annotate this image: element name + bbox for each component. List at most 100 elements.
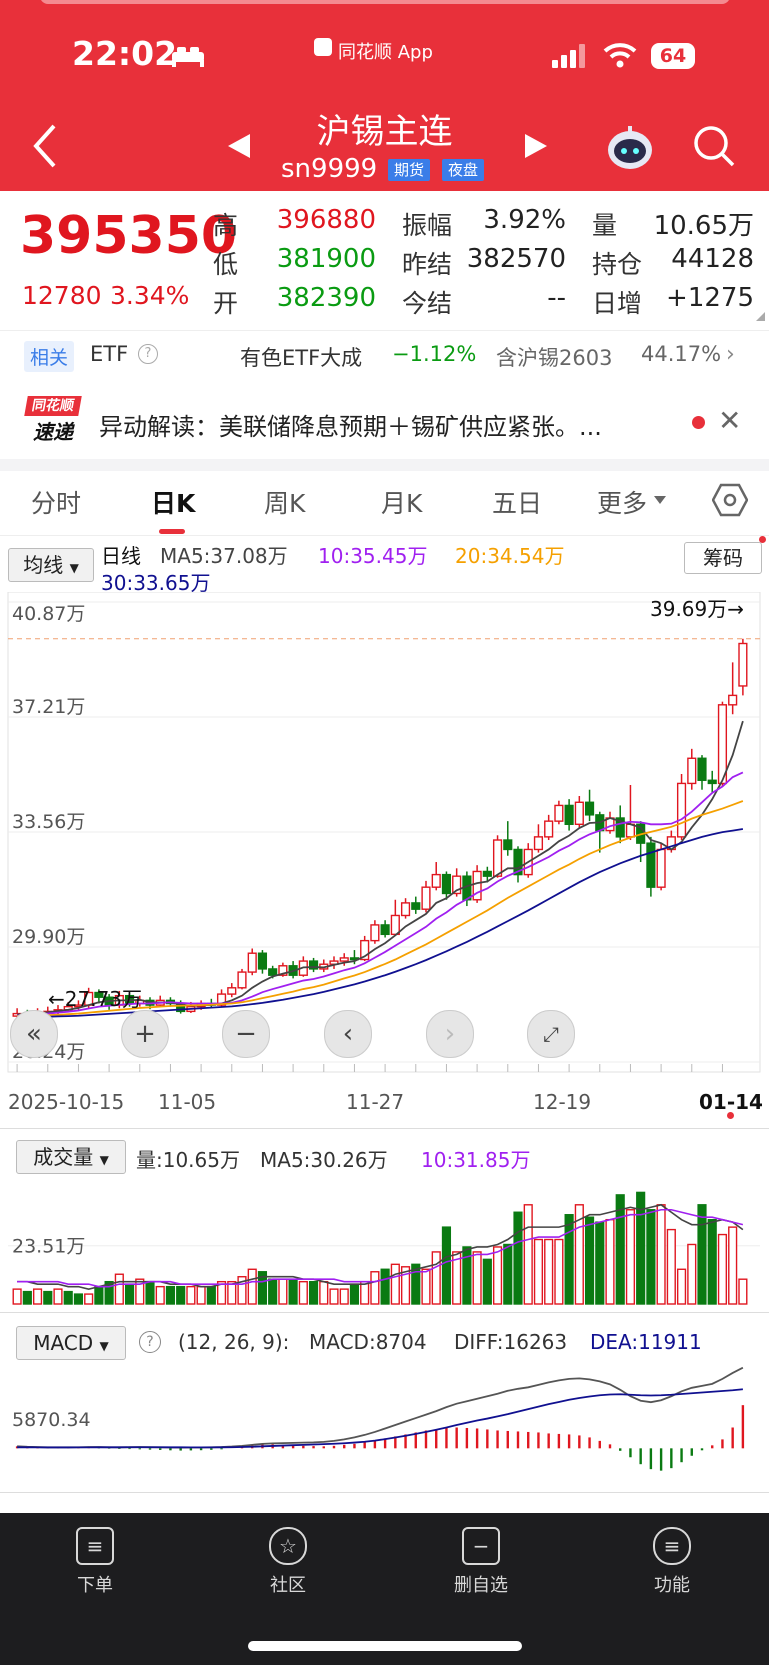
ma-select-button[interactable]: 均线 ▼ [8, 548, 94, 582]
volume-bar [472, 1251, 482, 1305]
volume-bar [544, 1238, 554, 1305]
ma-line-ma5 [17, 720, 744, 1016]
volume-bar [135, 1278, 145, 1305]
volume-bar [32, 1288, 43, 1305]
volume-bar [53, 1288, 63, 1305]
kline-candle [574, 801, 584, 825]
tab-more[interactable]: 更多 [597, 489, 648, 518]
kline-candle [513, 848, 523, 876]
volume-bar [584, 1216, 595, 1305]
robot-assistant-icon[interactable] [604, 124, 656, 176]
macd-y-tick: 5870.34 [12, 1409, 91, 1431]
nav-remove-watchlist[interactable]: − 删自选 [426, 1520, 536, 1597]
tab-underline [0, 535, 769, 536]
kline-candle [390, 914, 400, 936]
open-value: 382390 [276, 283, 376, 313]
prev-settle-label: 昨结 [402, 250, 453, 279]
scroll-right-button[interactable]: › [426, 1010, 474, 1058]
wifi-icon [603, 42, 637, 72]
nav-remove-watchlist-label: 删自选 [454, 1575, 508, 1596]
news-banner[interactable]: 同花顺 速递 异动解读：美联储降息预期＋锡矿供应紧张。... ✕ [0, 390, 769, 456]
tab-five-day[interactable]: 五日 [492, 489, 543, 518]
macd-chart[interactable]: 5870.34 [0, 1362, 769, 1490]
amplitude-value: 3.92% [483, 205, 566, 235]
tab-weekly-k[interactable]: 周K [264, 489, 306, 518]
kline-candle [94, 991, 104, 998]
kline-candle [216, 993, 227, 1006]
volume-bar [298, 1280, 308, 1305]
volume-bar [707, 1218, 717, 1305]
zoom-out-button[interactable]: − [222, 1010, 270, 1058]
header-bar: 22:02 同花顺 App 64 沪锡主连 sn9999 期货 夜盘 [0, 0, 769, 191]
nav-order[interactable]: ≡ 下单 [40, 1520, 150, 1597]
volume-bar [625, 1209, 636, 1305]
kline-candle [247, 952, 257, 973]
kline-candle [278, 965, 288, 976]
volume-bar [165, 1285, 176, 1305]
kline-low-marker: ←27.73万 [48, 987, 142, 1011]
related-etf-row[interactable]: 相关 ETF ? 有色ETF大成 −1.12% 含沪锡2603 44.17% › [0, 330, 769, 381]
tab-monthly-k[interactable]: 月K [381, 489, 423, 518]
search-icon[interactable] [692, 124, 736, 172]
kline-candle [503, 839, 513, 851]
kline-y-tick: 40.87万 [12, 603, 85, 625]
tab-intraday[interactable]: 分时 [31, 489, 82, 518]
scroll-left-button[interactable]: ‹ [324, 1010, 372, 1058]
chart-settings-icon[interactable] [711, 483, 749, 521]
date-axis: 2025-10-15 11-05 11-27 12-19 01-14 [0, 1090, 769, 1120]
top-pill-decoration [40, 0, 730, 4]
contract-code: sn9999 [281, 154, 378, 184]
home-indicator [248, 1641, 522, 1651]
volume-bar [308, 1280, 319, 1305]
volume-chart[interactable]: 23.51万 [0, 1178, 769, 1306]
date-tick: 2025-10-15 [8, 1090, 125, 1114]
ma-line-10 [17, 771, 744, 1017]
order-doc-icon: ≡ [76, 1527, 114, 1565]
kline-chart[interactable]: 40.87万37.21万33.56万29.90万26.24万39.69万→←27… [0, 592, 769, 1092]
date-tick: 11-27 [346, 1090, 405, 1114]
unread-dot [692, 416, 705, 429]
fullscreen-button[interactable]: ⤢ [527, 1010, 575, 1058]
volume-bar [278, 1278, 288, 1305]
nav-functions[interactable]: ≡ 功能 [617, 1520, 727, 1597]
kline-candle [370, 924, 380, 942]
chip-distribution-button[interactable]: 筹码 [684, 542, 762, 574]
night-session-tag: 夜盘 [442, 159, 485, 181]
volume-bar [503, 1243, 513, 1305]
ma-line-20 [17, 800, 744, 1017]
kline-candle [73, 1004, 84, 1008]
kline-candle [421, 886, 431, 910]
volume-bar [738, 1278, 748, 1305]
last-price: 395350 [20, 206, 238, 266]
kline-candle [625, 823, 636, 838]
next-contract-icon[interactable] [523, 132, 549, 164]
app-source-icon [314, 38, 332, 56]
volume-select-button[interactable]: 成交量 ▼ [16, 1140, 126, 1174]
back-arrow-icon[interactable] [30, 122, 60, 174]
kline-candle [584, 801, 595, 816]
community-star-icon: ☆ [269, 1527, 307, 1565]
kline-candle [615, 817, 625, 838]
tab-daily-k[interactable]: 日K [151, 489, 196, 518]
help-icon[interactable]: ? [138, 344, 158, 364]
prev-contract-icon[interactable] [226, 132, 252, 164]
section-divider [0, 459, 769, 471]
kline-candle [452, 875, 462, 895]
dropdown-caret-icon [654, 496, 666, 504]
kline-candle [676, 782, 687, 838]
expand-corner-icon[interactable] [756, 312, 765, 321]
kline-high-marker: 39.69万→ [650, 597, 744, 621]
latest-date-dot [727, 1112, 734, 1119]
macd-divider [0, 1312, 769, 1313]
macd-select-button[interactable]: MACD ▼ [16, 1326, 126, 1360]
volume-bar [84, 1293, 94, 1305]
macd-caret-icon: ▼ [99, 1339, 109, 1353]
kline-y-tick: 29.90万 [12, 926, 85, 948]
close-icon[interactable]: ✕ [718, 404, 742, 437]
volume-bar [513, 1211, 523, 1305]
zoom-in-button[interactable]: + [121, 1010, 169, 1058]
volume-bar [452, 1251, 462, 1305]
macd-help-icon[interactable]: ? [139, 1331, 161, 1353]
nav-community[interactable]: ☆ 社区 [233, 1520, 343, 1597]
scroll-left-fast-button[interactable]: « [10, 1010, 58, 1058]
